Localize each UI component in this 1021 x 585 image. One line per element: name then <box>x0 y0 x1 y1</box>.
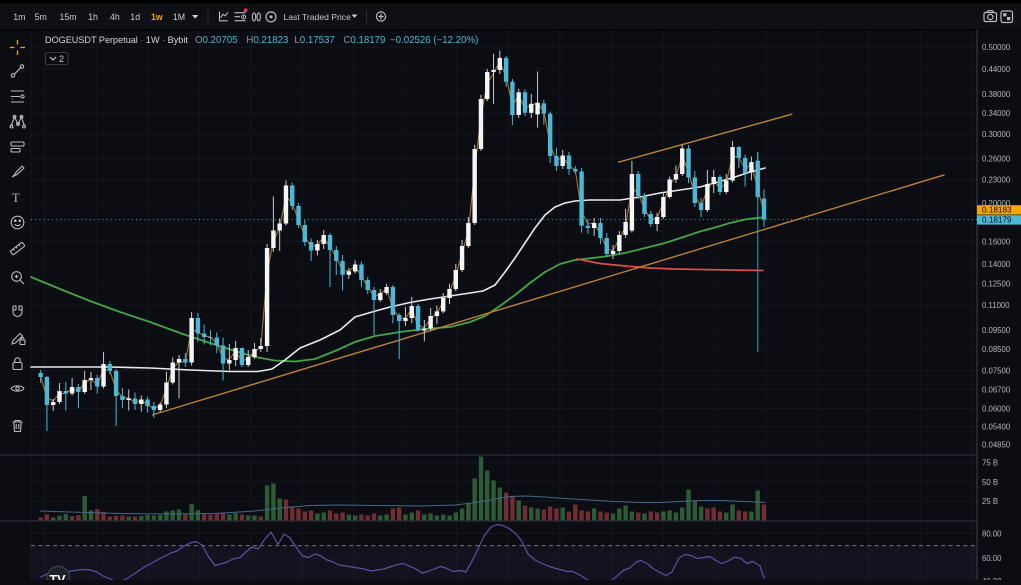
svg-text:0.07500: 0.07500 <box>982 366 1011 375</box>
svg-text:75 B: 75 B <box>982 459 998 468</box>
svg-text:0.44000: 0.44000 <box>982 65 1011 74</box>
svg-text:0.06700: 0.06700 <box>982 386 1011 395</box>
svg-text:TV: TV <box>50 573 67 580</box>
svg-text:0.34000: 0.34000 <box>982 109 1011 118</box>
svg-text:15m: 15m <box>59 12 76 22</box>
svg-text:0.06000: 0.06000 <box>982 404 1011 413</box>
svg-text:0.05400: 0.05400 <box>982 422 1011 431</box>
svg-text:T: T <box>12 191 20 205</box>
svg-text:L0.17537: L0.17537 <box>294 35 334 46</box>
svg-text:0.26000: 0.26000 <box>982 155 1011 164</box>
svg-text:O0.20705: O0.20705 <box>195 35 238 46</box>
svg-text:Last Traded Price: Last Traded Price <box>284 12 352 22</box>
svg-text:0.16000: 0.16000 <box>982 237 1011 246</box>
svg-text:0.09500: 0.09500 <box>982 326 1011 335</box>
svg-text:0.23000: 0.23000 <box>982 175 1011 184</box>
svg-text:C0.18179: C0.18179 <box>343 35 385 46</box>
svg-text:60.00: 60.00 <box>982 554 1002 563</box>
svg-text:0.14000: 0.14000 <box>982 260 1011 269</box>
svg-text:DOGEUSDT Perpetual · 1W · Bybi: DOGEUSDT Perpetual · 1W · Bybit <box>45 35 188 45</box>
svg-text:0.30000: 0.30000 <box>982 130 1011 139</box>
svg-text:1h: 1h <box>88 12 98 22</box>
svg-text:50 B: 50 B <box>982 478 998 487</box>
svg-text:25 B: 25 B <box>982 497 998 506</box>
svg-text:0.08500: 0.08500 <box>982 345 1011 354</box>
svg-text:0.11000: 0.11000 <box>982 301 1010 310</box>
svg-text:H0.21823: H0.21823 <box>246 35 288 46</box>
svg-text:0.18183: 0.18183 <box>982 206 1012 215</box>
svg-text:1d: 1d <box>130 12 140 22</box>
svg-text:1M: 1M <box>173 12 185 22</box>
svg-text:5m: 5m <box>35 12 47 22</box>
svg-text:0.04850: 0.04850 <box>982 441 1011 450</box>
svg-text:80.00: 80.00 <box>982 530 1002 539</box>
svg-text:0.18179: 0.18179 <box>982 216 1012 225</box>
svg-text:1w: 1w <box>151 12 163 22</box>
svg-text:2: 2 <box>59 54 64 64</box>
svg-text:1m: 1m <box>13 12 25 22</box>
svg-text:0.50000: 0.50000 <box>982 43 1011 52</box>
svg-text:0.38000: 0.38000 <box>982 90 1011 99</box>
svg-text:4h: 4h <box>110 12 120 22</box>
svg-text:0.12500: 0.12500 <box>982 279 1011 288</box>
svg-text:−0.02526 (−12.20%): −0.02526 (−12.20%) <box>390 35 478 46</box>
